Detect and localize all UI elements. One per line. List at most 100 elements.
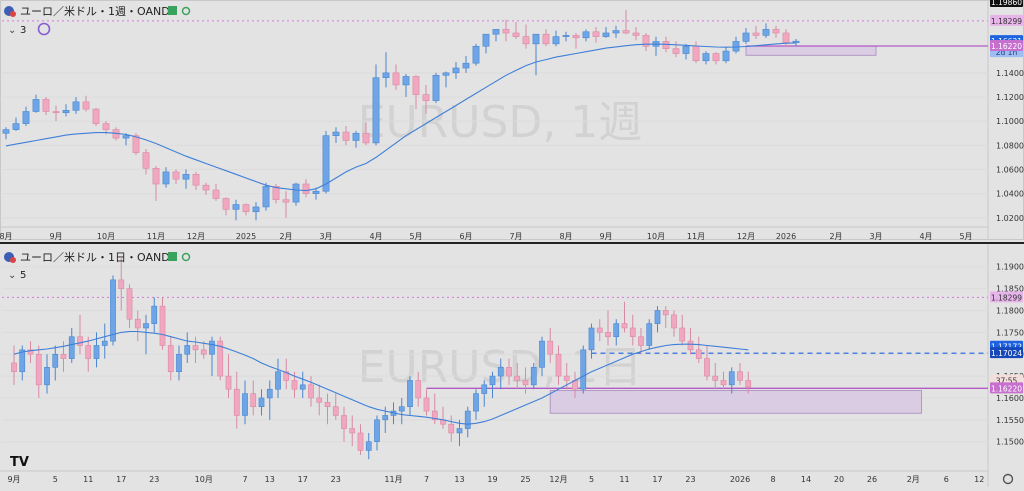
indicator-settings-icon[interactable] — [37, 22, 51, 36]
candle-up — [407, 380, 413, 408]
candle-up — [654, 310, 661, 324]
candle-down — [555, 353, 562, 377]
candle-down — [217, 340, 224, 377]
candle-down — [431, 410, 438, 421]
candle-down — [200, 349, 207, 355]
candle-down — [42, 99, 50, 112]
price-label-text: 1.19860 — [991, 0, 1022, 7]
x-tick-label: 7 — [242, 475, 247, 484]
market-status-icon[interactable] — [168, 252, 177, 261]
x-tick-label: 9月 — [7, 475, 20, 484]
candle-down — [60, 353, 67, 359]
candle-up — [682, 45, 690, 54]
x-tick-label: 23 — [149, 475, 159, 484]
x-tick-label: 9月 — [49, 232, 62, 241]
candle-up — [299, 384, 306, 390]
bottom-indicator-count[interactable]: 5 — [20, 270, 26, 281]
candle-down — [35, 353, 42, 386]
candle-down — [687, 340, 694, 351]
candle-up — [722, 50, 730, 62]
x-tick-label: 11月 — [147, 232, 165, 241]
top-watermark: EURUSD, 1週 — [358, 97, 643, 148]
candle-down — [512, 32, 520, 37]
candle-down — [118, 279, 125, 289]
candle-up — [242, 393, 248, 416]
x-tick-label: 20 — [834, 475, 844, 484]
session-dot-icon — [181, 252, 191, 262]
tradingview-logo-icon[interactable]: 𝗧𝗩 — [10, 455, 29, 470]
candle-down — [506, 367, 512, 377]
x-tick-label: 17 — [298, 475, 308, 484]
settings-gear-icon[interactable] — [1002, 473, 1014, 485]
candle-up — [382, 72, 390, 78]
candle-up — [68, 336, 75, 359]
candle-up — [332, 131, 340, 136]
candle-down — [629, 327, 636, 338]
candle-up — [352, 132, 360, 141]
x-tick-label: 2026 — [776, 232, 796, 241]
candle-down — [357, 432, 364, 451]
candle-down — [92, 108, 100, 124]
price-label-text: 37:55 — [996, 376, 1018, 385]
candle-down — [720, 380, 727, 386]
x-tick-label: 11 — [619, 475, 629, 484]
candle-up — [432, 74, 440, 101]
x-tick-label: 12月 — [187, 232, 205, 241]
price-label-box — [990, 0, 1023, 8]
x-tick-label: 2月 — [279, 232, 292, 241]
candle-up — [732, 41, 740, 52]
collapse-chevron-icon[interactable]: ⌄ — [8, 25, 16, 36]
candle-down — [522, 380, 529, 386]
y-tick-label: 1.12000 — [996, 93, 1024, 102]
y-tick-label: 1.18500 — [996, 285, 1024, 294]
candle-down — [422, 94, 430, 101]
y-tick-label: 1.19000 — [996, 263, 1024, 272]
candle-up — [372, 77, 380, 144]
x-tick-label: 10月 — [647, 232, 665, 241]
candle-down — [412, 76, 420, 95]
candle-down — [272, 186, 280, 200]
candle-up — [182, 174, 190, 180]
top-chart-title[interactable]: ユーロ／米ドル・1週・OANDA — [20, 5, 177, 18]
market-status-icon[interactable] — [168, 6, 177, 15]
moving-average-line — [5, 42, 797, 192]
candle-down — [596, 327, 603, 333]
candle-up — [184, 345, 191, 355]
candle-up — [492, 29, 500, 35]
x-tick-label: 4月 — [369, 232, 382, 241]
candle-down — [349, 428, 356, 434]
candle-up — [209, 340, 215, 355]
candle-up — [365, 441, 372, 451]
bottom-chart-title[interactable]: ユーロ／米ドル・1日・OANDA — [20, 251, 177, 264]
candle-up — [472, 45, 480, 64]
x-tick-label: 23 — [685, 475, 695, 484]
price-label-text: 1.17024 — [991, 349, 1022, 358]
y-tick-label: 1.10000 — [996, 117, 1024, 126]
candle-down — [77, 336, 83, 346]
candle-down — [737, 371, 743, 381]
daily-chart: 1.150001.155001.160001.165001.170001.175… — [2, 257, 1024, 484]
candle-up — [232, 204, 240, 210]
price-label-box — [990, 40, 1023, 52]
collapse-chevron-icon[interactable]: ⌄ — [8, 270, 16, 281]
candle-down — [82, 101, 90, 110]
candle-up — [613, 323, 620, 338]
support-zone — [549, 390, 922, 414]
candle-down — [745, 380, 752, 388]
candle-up — [742, 32, 750, 42]
x-tick-label: 9月 — [599, 232, 612, 241]
candle-up — [464, 410, 471, 429]
candle-down — [192, 345, 199, 351]
candle-down — [592, 31, 600, 37]
candle-down — [547, 340, 554, 355]
candle-down — [225, 375, 232, 390]
y-tick-label: 1.08000 — [996, 141, 1024, 150]
candle-up — [580, 349, 587, 390]
x-tick-label: 8 — [770, 475, 775, 484]
candle-down — [172, 171, 180, 180]
candle-up — [19, 349, 26, 373]
candle-up — [462, 62, 470, 69]
top-indicator-count[interactable]: 3 — [20, 25, 26, 36]
